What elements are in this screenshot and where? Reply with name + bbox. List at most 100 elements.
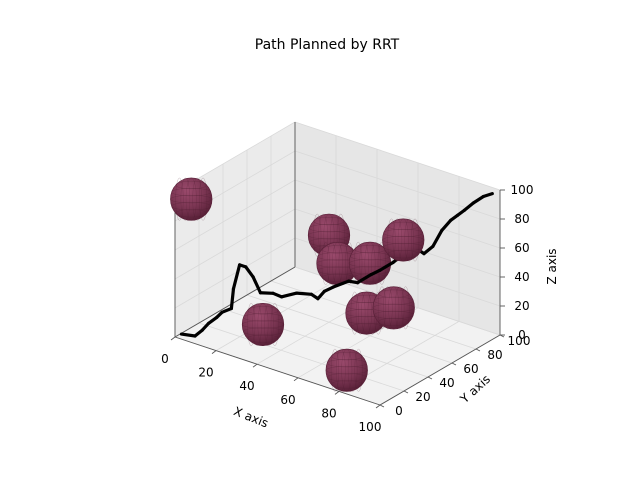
x-tick-mark [252,363,258,368]
y-axis-label: Y axis [457,372,493,407]
obstacle-sphere-latitude [242,320,284,329]
obstacle-sphere-latitude [313,217,345,226]
obstacle-sphere-meridian [355,291,366,335]
x-tick-label: 20 [198,366,213,380]
obstacle-sphere-latitude [247,306,279,315]
path-segment [206,315,219,326]
obstacle-sphere-meridian [175,177,184,221]
y-tick-label: 60 [463,362,478,376]
obstacle-sphere [372,286,415,330]
obstacle-sphere-latitude [321,245,354,254]
obstacle-sphere-latitude [372,303,415,312]
path-segment [251,275,263,295]
obstacle-sphere-meridian [377,286,386,330]
path-segment [295,291,313,296]
obstacle-sphere-meridian [411,218,420,262]
obstacle-sphere-latitude [378,317,410,326]
path-segment [462,201,475,212]
y-tick-label: 40 [439,376,454,390]
grid-back-z [294,121,501,191]
path-segment [280,291,299,299]
z-axis-label: Z axis [545,248,559,284]
y-tick-mark [475,348,481,352]
obstacle-sphere-meridian [371,241,381,285]
z-tick-label: 20 [514,299,529,313]
obstacle-sphere-meridian [392,218,403,262]
x-tick-mark [170,336,176,341]
x-tick-mark [334,391,340,395]
obstacle-sphere-latitude [383,243,424,252]
obstacle-sphere-latitude [326,373,367,382]
obstacle-sphere-meridian [336,348,346,392]
floor-pane [175,267,500,405]
obstacle-sphere-meridian [270,303,279,346]
obstacle-sphere-latitude [243,313,283,322]
obstacle-sphere-meridian [388,286,400,330]
obstacle-sphere-meridian [326,242,337,285]
y-tick-label: 80 [487,348,502,362]
path-segment [471,194,485,205]
obstacle-sphere-latitude [247,334,279,343]
obstacle-sphere-meridian [364,241,376,285]
path-segment [440,218,453,233]
path-segment [179,332,197,338]
y-tick-label: 20 [415,390,430,404]
obstacle-sphere-meridian [361,291,372,335]
obstacle-sphere-meridian [247,303,256,346]
path-segment [231,263,242,291]
obstacle-sphere [316,242,359,286]
left-back-pane [175,122,295,337]
x-tick-mark [211,350,217,354]
chart-title: Path Planned by RRT [255,37,400,53]
obstacle-sphere-meridian [192,177,202,221]
obstacle-sphere-meridian [387,218,396,262]
floor-left-edge [174,266,296,338]
z-tick-label: 60 [514,241,529,255]
path-segment [331,279,351,289]
obstacle-sphere-meridian [377,241,386,285]
z-tick-label: 40 [514,270,529,284]
obstacle-sphere [325,348,368,392]
obstacle-sphere-meridian [321,242,330,285]
obstacle-sphere-latitude [331,380,363,389]
axis-lines [174,122,501,406]
x-tick-label: 100 [359,420,382,434]
obstacle-sphere-latitude [243,327,283,336]
plot-scene [170,177,494,392]
obstacle-sphere-latitude [382,236,425,245]
obstacle-sphere-meridian [341,348,353,392]
obstacle-sphere-meridian [330,348,339,392]
z-tick-label: 80 [514,212,529,226]
obstacle-sphere-latitude [373,296,414,305]
obstacle-sphere-latitude [171,188,212,197]
obstacle-sphere-meridian [199,177,208,221]
obstacle-sphere-meridian [359,241,369,285]
path-segment [258,291,275,295]
obstacle-sphere-meridian [185,177,197,221]
obstacle-sphere-meridian [394,286,405,330]
x-tick-label: 80 [321,406,336,420]
grid-left-z [174,237,296,309]
x-tick-label: 0 [161,352,169,366]
y-tick-mark [451,362,457,366]
z-tick-label: 0 [518,328,526,342]
z-tick-label: 100 [511,183,534,197]
grid-floor-y [198,322,405,392]
obstacle-sphere [382,218,425,262]
obstacle-sphere-latitude [378,289,410,298]
obstacle-sphere-latitude [325,366,368,375]
obstacle-sphere-meridian [354,241,363,285]
obstacle-sphere-latitude [309,224,349,233]
y-tick-label: 100 [508,334,531,348]
obstacle-sphere-latitude [387,250,419,259]
obstacle-sphere-latitude [171,202,212,211]
y-tick-mark [379,404,385,408]
obstacle-sphere-meridian [257,303,269,346]
x-tick-mark [293,377,299,382]
obstacle-sphere-meridian [252,303,262,346]
y-axis-line [379,334,501,406]
obstacle-sphere-latitude [321,273,354,282]
obstacle-sphere [348,241,392,285]
path-segment [422,244,435,256]
obstacle-sphere-meridian [354,348,363,392]
